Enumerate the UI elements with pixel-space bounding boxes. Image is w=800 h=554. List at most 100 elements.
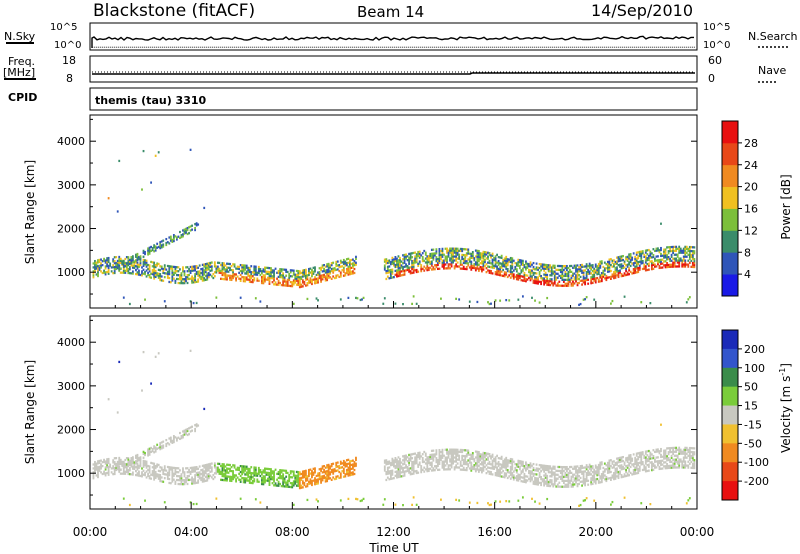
velocity-cell-2386 [664, 455, 667, 458]
velocity-cell-1404 [450, 450, 453, 453]
power-cell-649 [239, 263, 242, 267]
power-cell-2428 [673, 261, 676, 264]
velocity-cell-201 [139, 465, 142, 468]
power-cell-1613 [494, 255, 497, 258]
power-cell-2430 [673, 257, 676, 260]
power-cell-1133 [391, 256, 394, 260]
power-cell-893 [303, 271, 306, 274]
velocity-cell-2230 [628, 456, 631, 459]
power-cell-2036 [585, 276, 588, 280]
power-cell-474 [194, 279, 197, 282]
velocity-cell-461 [191, 470, 193, 473]
power-cell-1398 [450, 261, 453, 264]
velocity-cell-2079 [594, 480, 597, 483]
power-cell-1217 [409, 272, 412, 275]
velocity-cell-829 [288, 479, 291, 483]
power-cell-78 [113, 256, 116, 259]
velocity-cell-2207 [623, 467, 626, 470]
velocity-cell-1744 [521, 460, 524, 464]
power-cell-903 [306, 282, 309, 285]
power-cell-1165 [397, 255, 400, 258]
cpid-value: themis (tau) 3310 [95, 94, 207, 107]
power-cell-1338 [437, 257, 439, 261]
power-cell-957 [320, 268, 322, 271]
power-cell-887 [301, 271, 304, 274]
velocity-cell-1426 [455, 454, 458, 457]
power-cell-1894 [553, 266, 556, 269]
power-cell-1593 [490, 302, 492, 305]
power-cell-1794 [534, 277, 536, 281]
velocity-cell-712 [254, 498, 257, 501]
power-cell-2270 [637, 261, 640, 264]
velocity-cell-1916 [559, 469, 562, 473]
velocity-cell-905 [306, 477, 309, 480]
power-cell-1097 [383, 260, 386, 263]
power-cell-2080 [594, 277, 597, 280]
velocity-cell-831 [288, 475, 291, 479]
velocity-cell-418 [183, 482, 186, 486]
velocity-cell-1149 [396, 472, 398, 475]
power-cell-2295 [643, 265, 646, 268]
velocity-cell-2173 [616, 467, 618, 470]
velocity-cell-1333 [435, 449, 438, 452]
velocity-cell-1139 [394, 474, 397, 477]
power-cell-84 [115, 263, 118, 267]
power-cell-1259 [417, 254, 420, 258]
velocity-cell-42 [104, 474, 107, 477]
power-cell-876 [298, 270, 301, 273]
power-cell-1140 [394, 269, 397, 273]
power-cell-2269 [637, 262, 640, 266]
velocity-cell-735 [262, 477, 265, 480]
power-cell-1405 [450, 247, 453, 250]
power-cell-1614 [494, 299, 497, 302]
power-cell-1224 [411, 271, 414, 275]
power-cell-239 [147, 263, 149, 267]
velocity-cell-1638 [500, 475, 503, 478]
power-cell-519 [203, 271, 206, 274]
velocity-cell-1140 [394, 470, 397, 474]
power-cell-1746 [523, 279, 526, 283]
power-ytick-label-1: 2000 [57, 223, 85, 236]
power-cell-1427 [455, 251, 458, 254]
velocity-cell-409 [180, 435, 183, 438]
power-cell-456 [189, 300, 192, 303]
velocity-cell-1870 [549, 471, 552, 474]
velocity-cell-285 [154, 450, 157, 453]
velocity-cell-550 [209, 462, 212, 466]
velocity-cell-2072 [593, 476, 596, 479]
power-cell-246 [148, 270, 151, 273]
power-cell-1646 [502, 268, 505, 272]
power-cell-1905 [556, 268, 559, 272]
velocity-cell-1947 [565, 467, 568, 471]
power-cell-1557 [482, 254, 485, 257]
power-cell-497 [197, 266, 200, 269]
velocity-cell-17 [97, 475, 99, 479]
power-cell-1664 [505, 261, 508, 264]
velocity-cell-1610 [494, 462, 497, 465]
power-cell-1851 [546, 279, 549, 282]
velocity-cell-225 [144, 462, 146, 465]
power-cell-234 [145, 261, 148, 264]
velocity-cell-2371 [661, 467, 664, 470]
power-cell-2020 [582, 279, 585, 282]
velocity-cell-1518 [476, 462, 479, 465]
power-cell-1837 [543, 269, 546, 272]
velocity-cell-1895 [553, 465, 556, 468]
velocity-cell-1112 [386, 460, 389, 464]
power-cell-30 [100, 270, 102, 273]
velocity-cell-101 [118, 360, 121, 364]
velocity-cell-671 [245, 479, 248, 482]
velocity-cell-1970 [572, 485, 574, 488]
power-cell-2427 [673, 263, 676, 266]
velocity-cell-904 [306, 479, 309, 482]
velocity-cell-1295 [427, 469, 430, 473]
velocity-cell-64 [109, 463, 112, 466]
velocity-cell-293 [156, 447, 159, 450]
velocity-cell-6 [94, 470, 96, 474]
power-cell-1523 [476, 251, 479, 254]
velocity-cell-918 [309, 468, 312, 471]
velocity-cell-433 [185, 428, 187, 431]
power-cell-1766 [528, 270, 530, 274]
power-cell-417 [182, 229, 184, 232]
velocity-cell-501 [198, 473, 201, 476]
